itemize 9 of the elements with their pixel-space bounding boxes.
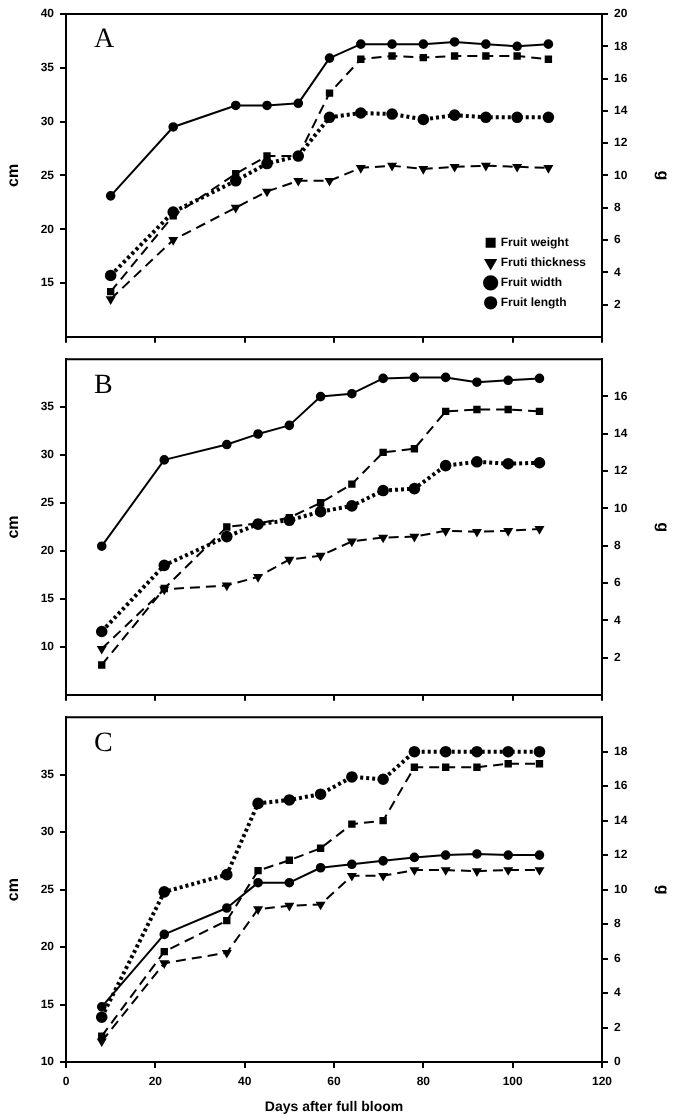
chart-title: C — [94, 728, 113, 759]
y-axis-title: cm — [4, 878, 23, 902]
y-axis-title: cm — [4, 163, 23, 187]
y-axis-title: cm — [4, 515, 23, 539]
y2-axis-title: g — [653, 522, 672, 533]
chart-title: B — [94, 370, 113, 401]
y2-axis-title: g — [653, 170, 672, 181]
chart-title: A — [94, 25, 116, 56]
y2-axis-title: g — [653, 884, 672, 895]
